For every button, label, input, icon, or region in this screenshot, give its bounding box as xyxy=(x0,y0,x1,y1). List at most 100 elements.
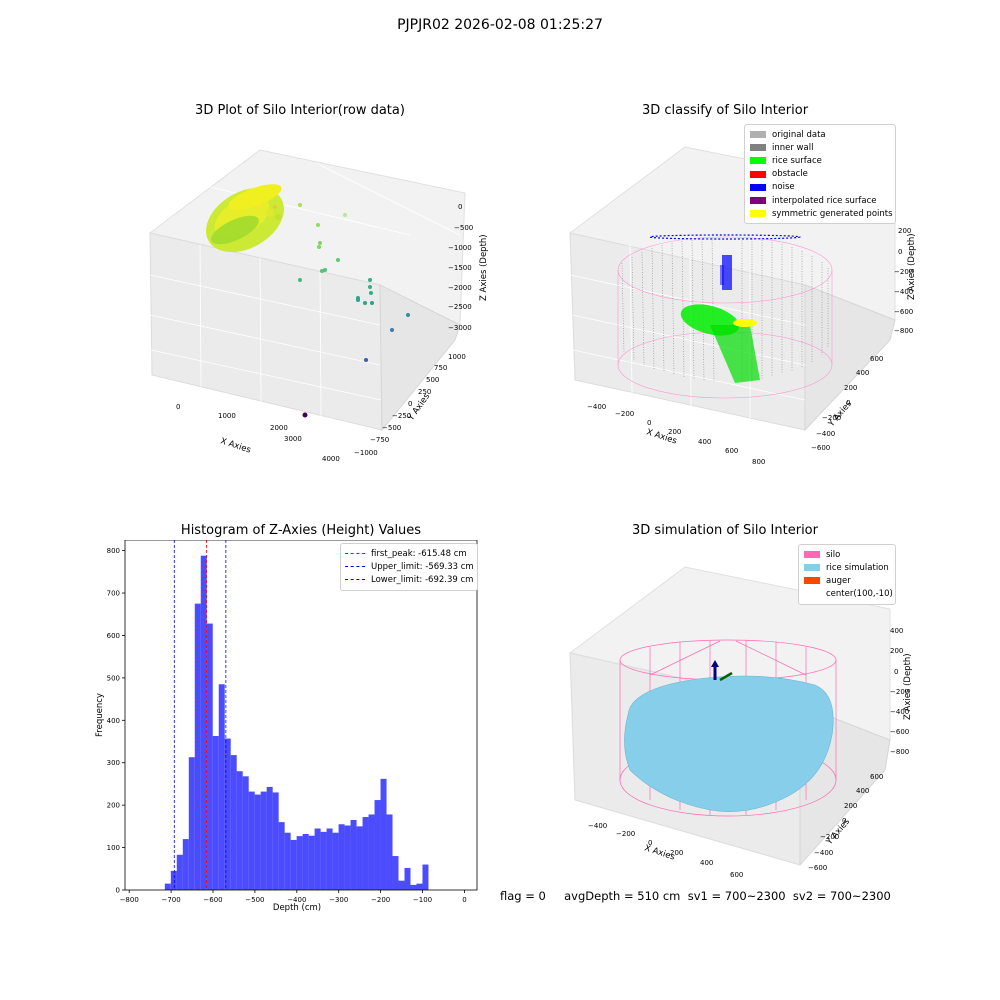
legend-item: Lower_limit: -692.39 cm xyxy=(345,573,473,586)
raw-ytick: −250 xyxy=(392,412,411,420)
legend-item: rice simulation xyxy=(804,561,890,574)
histogram-xtick-label: −300 xyxy=(329,896,348,904)
histogram-axes-frame xyxy=(124,540,478,891)
classify-plot-title: 3D classify of Silo Interior xyxy=(641,103,809,118)
histogram-bar xyxy=(284,832,291,890)
raw-xtick: 3000 xyxy=(284,435,302,443)
classify-ytick: 0 xyxy=(846,399,850,407)
classify-ztick: 0 xyxy=(898,248,902,256)
legend-label: symmetric generated points xyxy=(772,208,893,219)
simulation-ztick: −200 xyxy=(890,688,909,696)
raw-ytick: 1000 xyxy=(448,353,466,361)
histogram-bar xyxy=(218,684,225,890)
histogram-bar xyxy=(182,839,189,890)
raw-ztick: −1000 xyxy=(448,244,472,252)
histogram-bar xyxy=(254,794,261,890)
histogram-xtick-label: −500 xyxy=(245,896,264,904)
simulation-xlabel: X Axies xyxy=(643,843,676,862)
noise-points xyxy=(649,234,801,290)
histogram-title: Histogram of Z-Axies (Height) Values xyxy=(180,523,422,538)
histogram-bar xyxy=(386,814,393,890)
classify-ytick: 200 xyxy=(844,384,857,392)
raw-ztick: −500 xyxy=(454,224,473,232)
legend-swatch xyxy=(804,577,820,585)
histogram-bar xyxy=(164,883,171,890)
histogram-bar xyxy=(266,786,273,890)
histogram-ylabel: Frequency xyxy=(95,693,105,737)
legend-label: rice surface xyxy=(772,155,822,166)
legend-line xyxy=(345,579,365,581)
histogram-bar xyxy=(314,828,321,890)
histogram-bar xyxy=(410,884,417,890)
legend-swatch xyxy=(750,157,766,165)
histogram-xlabel: Depth (cm) xyxy=(273,903,321,913)
simulation-ztick: −400 xyxy=(890,708,909,716)
histogram-chart: −800 −700 −600 −500 −400 −300 −200 −100 0 0 100 20… xyxy=(95,540,478,913)
histogram-ytick-label: 800 xyxy=(107,547,120,555)
histogram-bar xyxy=(236,771,243,890)
legend-line xyxy=(345,553,365,555)
classify-legend: original data inner wall rice surface ob… xyxy=(744,124,896,225)
histogram-bar xyxy=(290,839,297,890)
simulation-ytick: −600 xyxy=(808,864,827,872)
simulation-ytick: 400 xyxy=(856,787,869,795)
simulation-ytick: 600 xyxy=(870,773,883,781)
figure-suptitle: PJPJR02 2026-02-08 01:25:27 xyxy=(397,17,603,33)
raw-ztick: −1500 xyxy=(448,264,472,272)
legend-item: rice surface xyxy=(750,154,890,167)
raw-ztick: −2500 xyxy=(448,303,472,311)
legend-item: interpolated rice surface xyxy=(750,194,890,207)
raw-ytick: −500 xyxy=(382,424,401,432)
simulation-xtick: 0 xyxy=(648,839,652,847)
simulation-ztick: 400 xyxy=(890,627,903,635)
histogram-ytick-label: 300 xyxy=(107,759,120,767)
classify-ztick: −600 xyxy=(894,308,913,316)
histogram-bar xyxy=(362,817,369,890)
raw-ytick: 500 xyxy=(426,376,439,384)
legend-item: center(100,-10) xyxy=(804,588,893,601)
histogram-bar xyxy=(242,776,249,890)
raw-ytick: −1000 xyxy=(354,449,378,457)
raw-ztick: −2000 xyxy=(448,284,472,292)
legend-label: auger xyxy=(826,575,851,586)
legend-item: obstacle xyxy=(750,168,890,181)
histogram-bar xyxy=(230,755,237,890)
classify-ytick: −200 xyxy=(822,414,841,422)
histogram-bar xyxy=(272,792,279,890)
legend-swatch xyxy=(804,564,820,572)
histogram-ytick-label: 500 xyxy=(107,674,120,682)
classify-ytick: −400 xyxy=(816,430,835,438)
histogram-bar xyxy=(344,825,351,890)
legend-item: noise xyxy=(750,181,890,194)
histogram-bars xyxy=(164,555,429,890)
classify-ytick: 400 xyxy=(856,369,869,377)
classify-xtick: −200 xyxy=(615,410,634,418)
legend-item: original data xyxy=(750,128,890,141)
legend-label: Upper_limit: -569.33 cm xyxy=(371,561,474,572)
classify-ztick: −800 xyxy=(894,327,913,335)
classify-xtick: 600 xyxy=(725,447,738,455)
classify-ytick: 600 xyxy=(870,355,883,363)
classify-xtick: 0 xyxy=(647,419,651,427)
raw-ytick: 250 xyxy=(418,388,431,396)
histogram-bar xyxy=(374,800,381,890)
raw-xlabel: X Axies xyxy=(219,436,252,455)
histogram-xtick-label: −800 xyxy=(120,896,139,904)
legend-swatch xyxy=(750,183,766,191)
legend-label: center(100,-10) xyxy=(826,589,893,600)
histogram-bar xyxy=(416,883,423,890)
rice-simulation-surface xyxy=(624,675,834,812)
legend-label: inner wall xyxy=(772,142,814,153)
simulation-ztick: 200 xyxy=(890,647,903,655)
raw-xtick: 2000 xyxy=(270,424,288,432)
histogram-xticks: −800 −700 −600 −500 −400 −300 −200 −100 0 xyxy=(120,890,467,904)
classify-ztick: 200 xyxy=(898,227,911,235)
raw-ytick: −750 xyxy=(370,436,389,444)
legend-swatch xyxy=(804,551,820,559)
histogram-ytick-label: 400 xyxy=(107,717,120,725)
histogram-xtick-label: −600 xyxy=(203,896,222,904)
histogram-bar xyxy=(296,836,303,890)
classify-ztick: −200 xyxy=(894,268,913,276)
legend-label: rice simulation xyxy=(826,562,889,573)
raw-ztick: 0 xyxy=(458,203,462,211)
